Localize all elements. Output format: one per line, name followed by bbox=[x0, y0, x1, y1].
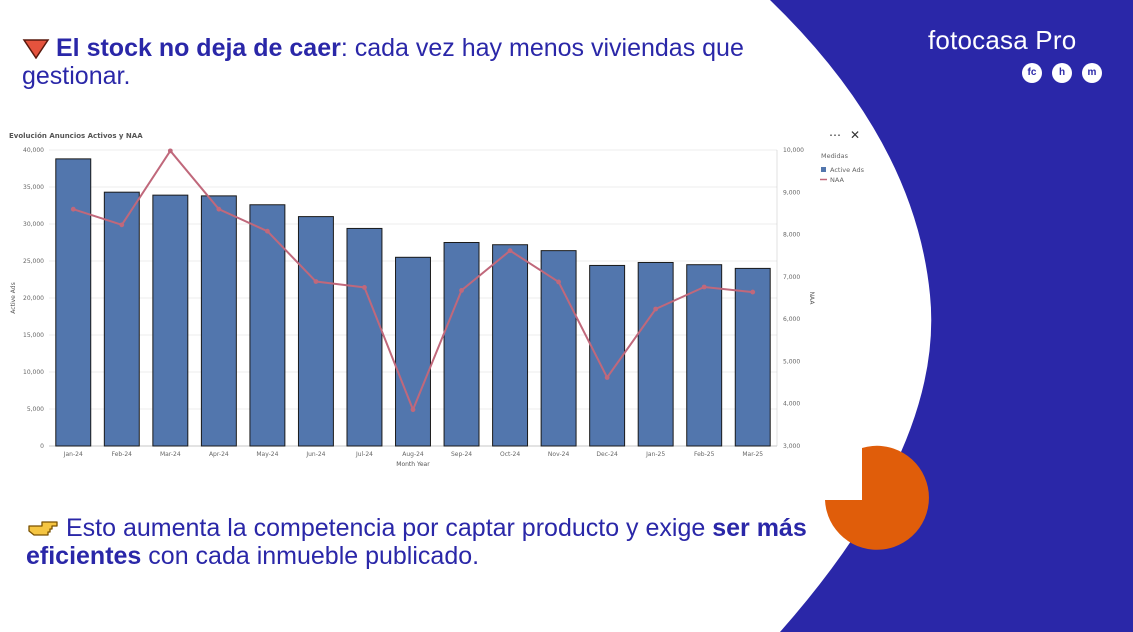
x-axis-label: Month Year bbox=[396, 461, 430, 468]
x-tick-label: Mar-24 bbox=[160, 451, 181, 458]
bar-Jan-25 bbox=[637, 261, 674, 447]
bar-Apr-24 bbox=[200, 195, 237, 447]
x-tick-label: Feb-24 bbox=[112, 451, 133, 458]
bar-Dec-24 bbox=[589, 264, 626, 447]
bar-Feb-24 bbox=[103, 191, 140, 447]
x-tick-label: Jun-24 bbox=[305, 451, 325, 458]
headline-bold: El stock no deja de caer bbox=[56, 34, 341, 62]
x-tick-label: Nov-24 bbox=[548, 451, 570, 458]
headline: El stock no deja de caer: cada vez hay m… bbox=[22, 34, 782, 90]
bar-Jan-24 bbox=[55, 158, 92, 447]
naa-point-Oct-24 bbox=[507, 248, 513, 254]
headline-rest: : cada vez hay menos viviendas que gesti… bbox=[22, 34, 744, 90]
bottom-post: con cada inmueble publicado. bbox=[141, 542, 480, 570]
bottom-pre: Esto aumenta la competencia por captar p… bbox=[66, 514, 713, 542]
y-tick-label: 5,000 bbox=[27, 406, 44, 413]
bottom-bold: ser más eficientes bbox=[26, 514, 807, 570]
naa-point-Jan-25 bbox=[653, 306, 659, 312]
triangle-down-icon bbox=[22, 39, 50, 60]
bar-Mar-25 bbox=[734, 267, 771, 447]
chart-title: Evolución Anuncios Activos y NAA bbox=[9, 132, 143, 140]
legend-title: Medidas bbox=[821, 152, 849, 160]
naa-point-Jan-24 bbox=[70, 206, 76, 212]
x-tick-label: Dec-24 bbox=[596, 451, 618, 458]
y-tick-label: 35,000 bbox=[23, 184, 44, 191]
blue-arc-shape bbox=[770, 0, 1133, 632]
naa-point-May-24 bbox=[265, 228, 270, 234]
x-tick-label: Mar-25 bbox=[742, 451, 763, 458]
naa-point-Apr-24 bbox=[216, 206, 222, 212]
y-tick-label: 20,000 bbox=[23, 295, 44, 302]
x-tick-label: Aug-24 bbox=[402, 451, 424, 458]
y-tick-label: 0 bbox=[40, 443, 44, 450]
y2-tick-label: 4,000 bbox=[783, 401, 800, 408]
x-tick-label: Feb-25 bbox=[694, 451, 715, 458]
bottom-statement: Esto aumenta la competencia por captar p… bbox=[26, 514, 816, 570]
naa-point-Jul-24 bbox=[362, 285, 367, 290]
y2-tick-label: 3,000 bbox=[783, 443, 800, 450]
orange-circle-shape bbox=[825, 445, 929, 550]
x-tick-label: Jan-25 bbox=[645, 451, 665, 458]
x-tick-label: Apr-24 bbox=[209, 451, 229, 458]
y-tick-label: 15,000 bbox=[23, 332, 44, 339]
badge-fc: fc bbox=[1022, 63, 1042, 83]
y2-tick-label: 7,000 bbox=[783, 274, 800, 281]
bar-Oct-24 bbox=[492, 244, 529, 447]
y2-tick-label: 9,000 bbox=[783, 189, 800, 196]
legend-label-active-ads: Active Ads bbox=[830, 166, 865, 174]
badge-m: m bbox=[1082, 63, 1102, 83]
chart: Evolución Anuncios Activos y NAA 0 5,000 10… bbox=[9, 132, 865, 468]
naa-point-Nov-24 bbox=[556, 279, 561, 285]
y-tick-label: 30,000 bbox=[23, 221, 44, 228]
x-tick-label: Jul-24 bbox=[355, 451, 373, 458]
naa-point-Jun-24 bbox=[313, 279, 319, 284]
bar-Mar-24 bbox=[152, 194, 189, 447]
bar-Jun-24 bbox=[297, 216, 334, 447]
naa-point-Dec-24 bbox=[604, 375, 610, 380]
naa-point-Mar-25 bbox=[750, 289, 756, 295]
legend-label-naa: NAA bbox=[830, 176, 844, 184]
naa-point-Feb-24 bbox=[119, 222, 125, 228]
y-tick-label: 40,000 bbox=[23, 147, 44, 154]
naa-point-Mar-24 bbox=[167, 148, 173, 154]
x-tick-label: Sep-24 bbox=[451, 451, 472, 458]
bar-Aug-24 bbox=[395, 256, 431, 447]
x-tick-label: Jan-24 bbox=[63, 451, 83, 458]
bar-Feb-25 bbox=[686, 264, 723, 447]
bar-Jul-24 bbox=[346, 227, 383, 447]
bar-May-24 bbox=[249, 204, 286, 447]
legend-swatch-active-ads bbox=[821, 167, 826, 172]
y2-tick-label: 8,000 bbox=[783, 232, 800, 239]
y-tick-label: 25,000 bbox=[23, 258, 44, 265]
x-tick-label: May-24 bbox=[256, 451, 278, 458]
x-tick-label: Oct-24 bbox=[500, 451, 520, 458]
y2-tick-label: 5,000 bbox=[783, 358, 800, 365]
close-icon[interactable]: ✕ bbox=[850, 128, 861, 142]
bar-Sep-24 bbox=[443, 242, 480, 447]
naa-point-Feb-25 bbox=[701, 284, 707, 290]
brand-logo: fotocasa Pro bbox=[928, 25, 1077, 55]
y2-tick-label: 10,000 bbox=[783, 147, 804, 154]
y2-tick-label: 6,000 bbox=[783, 316, 800, 323]
more-options-icon[interactable]: ⋯ bbox=[829, 128, 841, 142]
naa-point-Aug-24 bbox=[410, 407, 416, 413]
y-axis-label: Active Ads bbox=[10, 282, 17, 313]
naa-point-Sep-24 bbox=[459, 287, 464, 293]
y2-axis-label: NAA bbox=[808, 292, 815, 306]
badge-h: h bbox=[1052, 63, 1072, 83]
y-tick-label: 10,000 bbox=[23, 369, 44, 376]
pointing-hand-icon bbox=[28, 521, 58, 536]
